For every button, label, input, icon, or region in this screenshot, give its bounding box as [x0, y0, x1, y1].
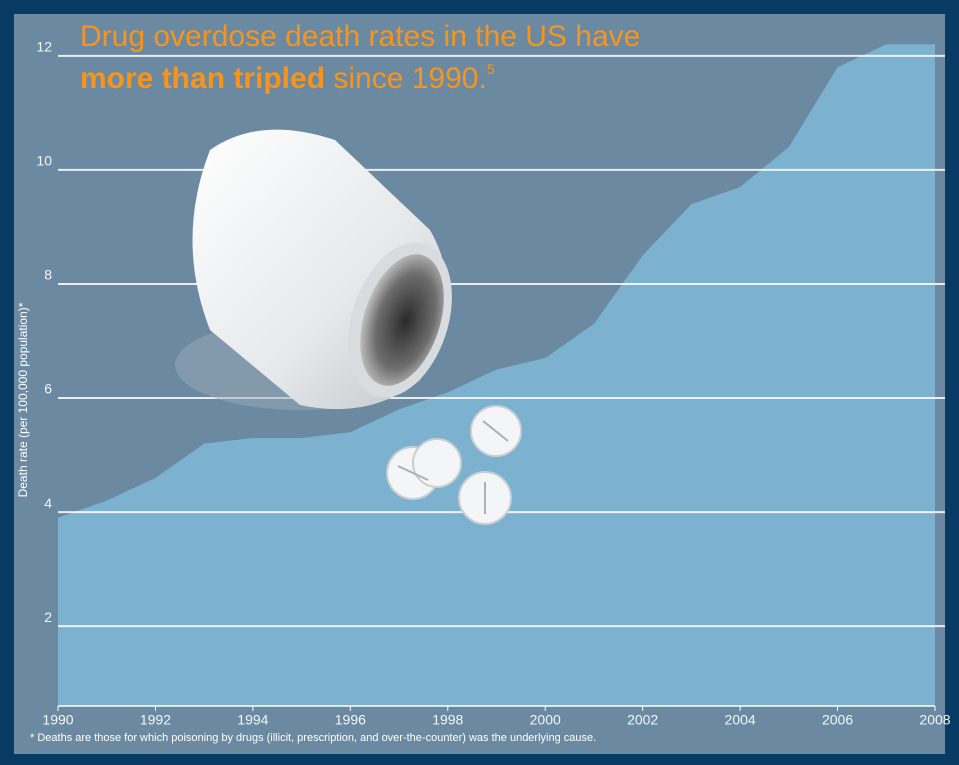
title-ref: 5: [487, 61, 495, 77]
bottle-opening: [360, 254, 444, 386]
x-tick-label: 2000: [530, 712, 561, 728]
x-tick-label: 2004: [725, 712, 756, 728]
chart-title: Drug overdose death rates in the US have: [80, 20, 640, 53]
x-tick-label: 1994: [237, 712, 268, 728]
pill-score: [397, 465, 429, 481]
x-tick-label: 1992: [140, 712, 171, 728]
pill-score: [482, 420, 509, 442]
y-axis-label: Death rate (per 100,000 population)*: [16, 302, 30, 497]
y-tick-label: 4: [44, 495, 52, 511]
x-tick-label: 2008: [919, 712, 950, 728]
x-tick-label: 2006: [822, 712, 853, 728]
pill-illustration: [175, 129, 522, 525]
plot-area: 2 4 6 8 10 12 1990 1992 1994 1996 1998 2000 2002 2004…: [36, 39, 950, 728]
x-tick-label: 1998: [432, 712, 463, 728]
y-tick-label: 6: [44, 381, 52, 397]
y-tick-label: 10: [36, 153, 52, 169]
x-tick-label: 1990: [42, 712, 73, 728]
pill: [412, 438, 462, 488]
y-tick-label: 8: [44, 267, 52, 283]
area: [58, 44, 935, 706]
footnote: * Deaths are those for which poisoning b…: [30, 732, 596, 744]
chart-subtitle: more than tripled since 1990.5: [80, 61, 495, 95]
x-tick-label: 1996: [335, 712, 366, 728]
title-rest: since 1990.: [333, 62, 486, 95]
title-emphasis: more than tripled: [80, 62, 325, 95]
y-tick-label: 2: [44, 609, 52, 625]
y-tick-label: 12: [36, 39, 52, 55]
x-tick-label: 2002: [627, 712, 658, 728]
